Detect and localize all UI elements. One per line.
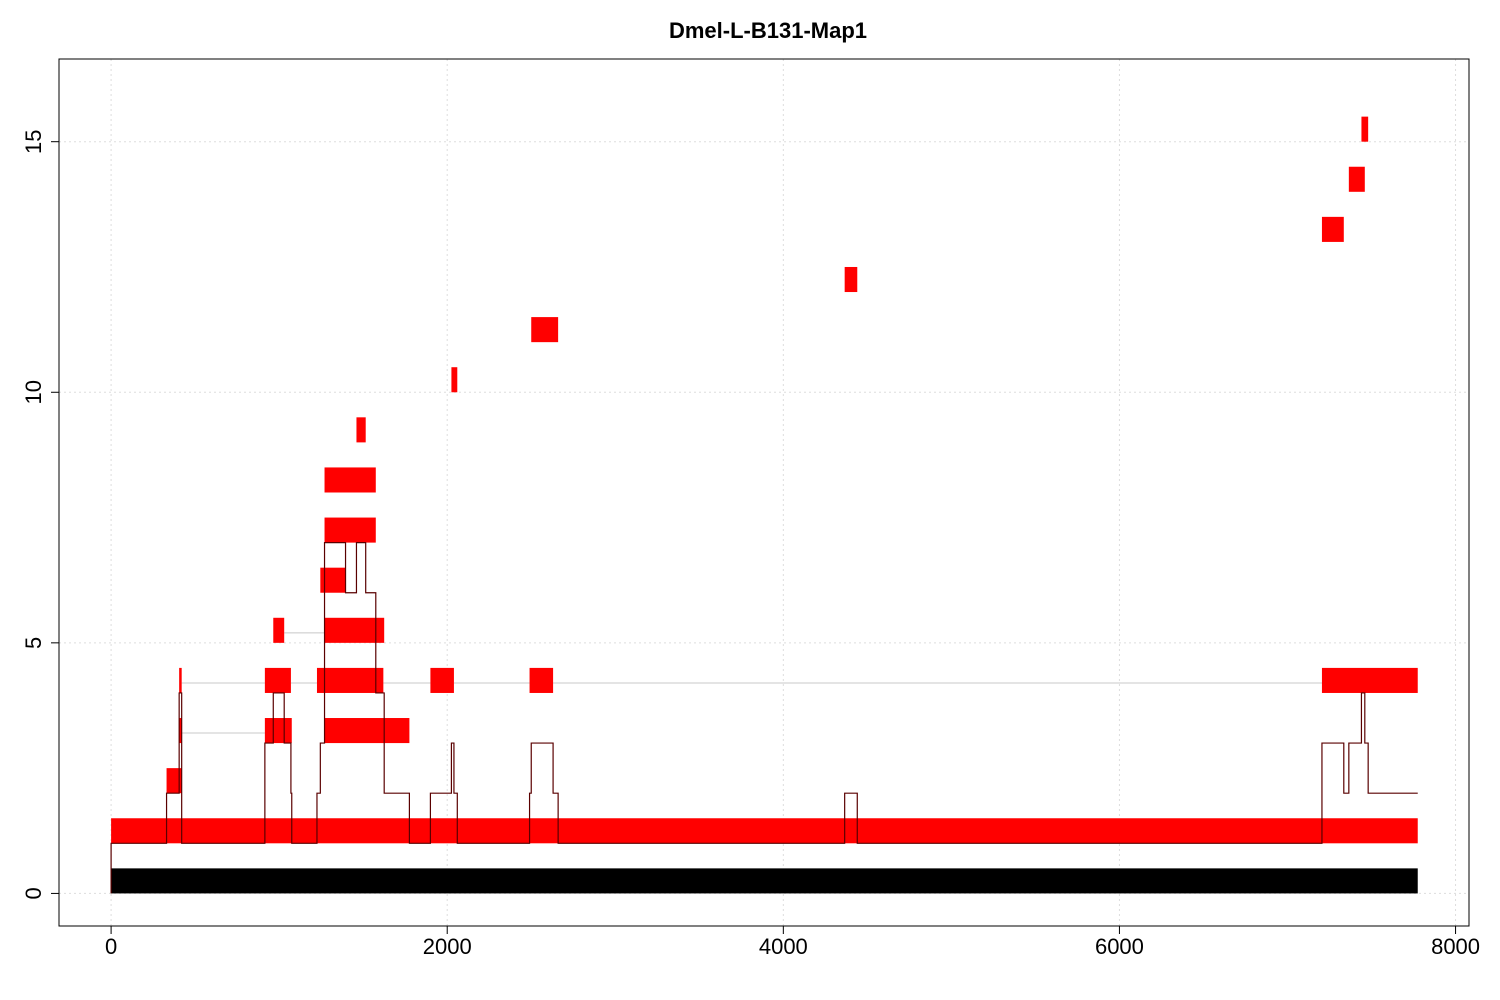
x-axis: 0 2000 4000 6000 8000 [105,925,1480,959]
segment-bar [324,617,385,643]
segment-bar [529,667,554,693]
segment-bar [1361,116,1369,142]
segment-bar [273,617,285,643]
segment-bar [166,768,182,794]
reference-bar [111,868,1418,894]
segment-bar [264,718,292,744]
coverage-series [110,542,1418,894]
segment-bar [324,467,376,493]
segment-bar [451,367,458,393]
x-tick-label: 6000 [1095,934,1144,959]
segment-bar [316,667,384,693]
segment-bar [179,718,182,744]
segment-bar [356,417,366,443]
segment-bar [111,818,1418,844]
x-tick-label: 2000 [423,934,472,959]
y-tick-label: 0 [21,887,46,899]
x-tick-label: 4000 [759,934,808,959]
segment-bar [324,517,376,543]
segment-bar [430,667,454,693]
segment-bar [264,667,291,693]
y-tick-label: 10 [21,380,46,404]
chart-title: Dmel-L-B131-Map1 [669,18,867,43]
segment-bars [111,116,1418,894]
segment-bar [844,266,858,293]
segment-bar [179,667,182,693]
x-tick-label: 0 [105,934,117,959]
segment-bar [531,317,559,343]
y-axis: 0 5 10 15 [21,129,60,900]
x-tick-label: 8000 [1431,934,1480,959]
grid-lines [59,59,1469,926]
segment-bar [1348,166,1365,192]
y-tick-label: 15 [21,129,46,153]
plot-frame [58,58,1470,927]
segment-bar [1321,216,1344,242]
connector-lines [181,632,1322,734]
segment-bar [324,718,410,744]
y-tick-label: 5 [21,637,46,649]
coverage-line [110,542,1418,894]
segment-bar [1321,667,1418,693]
